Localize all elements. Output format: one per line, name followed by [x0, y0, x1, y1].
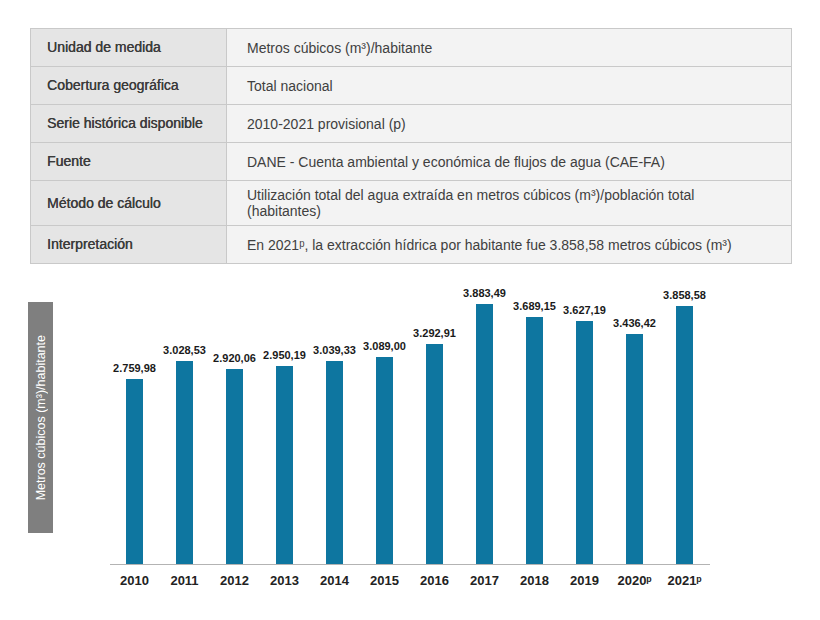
row-label: Cobertura geográfica: [31, 67, 227, 105]
x-axis-tick-label: 2018: [520, 573, 549, 588]
table-row: FuenteDANE - Cuenta ambiental y económic…: [31, 143, 792, 181]
bar-value-label: 3.627,19: [563, 304, 606, 316]
bar-value-label: 3.089,00: [363, 340, 406, 352]
x-axis-tick-label: 2017: [470, 573, 499, 588]
row-label: Serie histórica disponible: [31, 105, 227, 143]
table-row: Cobertura geográficaTotal nacional: [31, 67, 792, 105]
chart-bar: [276, 366, 293, 564]
bar-value-label: 3.883,49: [463, 287, 506, 299]
x-axis-tick-label: 2014: [320, 573, 349, 588]
chart-bar: [376, 357, 393, 564]
row-value: En 2021ᵖ, la extracción hídrica por habi…: [227, 226, 792, 264]
table-row: Método de cálculoUtilización total del a…: [31, 181, 792, 226]
row-value: Utilización total del agua extraída en m…: [227, 181, 792, 226]
metadata-table-body: Unidad de medidaMetros cúbicos (m³)/habi…: [31, 29, 792, 264]
chart-bar: [126, 379, 143, 564]
x-axis-tick-label: 2016: [420, 573, 449, 588]
row-label: Unidad de medida: [31, 29, 227, 67]
bar-value-label: 3.039,33: [313, 344, 356, 356]
x-axis-tick-label: 2011: [170, 573, 198, 588]
bar-value-label: 2.950,19: [263, 349, 306, 361]
row-value: 2010-2021 provisional (p): [227, 105, 792, 143]
y-axis-label: Metros cúbicos (m³)/habitante: [34, 335, 48, 500]
page: Unidad de medidaMetros cúbicos (m³)/habi…: [0, 0, 820, 620]
row-value: Total nacional: [227, 67, 792, 105]
bar-value-label: 3.689,15: [513, 300, 556, 312]
x-axis-tick-label: 2010: [120, 573, 149, 588]
chart-bar: [226, 369, 243, 564]
bar-value-label: 2.759,98: [113, 362, 156, 374]
chart-bar: [526, 317, 543, 564]
row-value: Metros cúbicos (m³)/habitante: [227, 29, 792, 67]
row-label: Método de cálculo: [31, 181, 227, 226]
metadata-table: Unidad de medidaMetros cúbicos (m³)/habi…: [30, 28, 792, 264]
plot-area: 2.759,98 3.028,53 2.920,06 2.950,19 3.039,33…: [110, 305, 710, 565]
x-axis-tick-label: 2015: [370, 573, 399, 588]
chart-bar: [326, 361, 343, 564]
chart-bar: [626, 334, 643, 564]
row-value: DANE - Cuenta ambiental y económica de f…: [227, 143, 792, 181]
chart-bar: [676, 306, 693, 564]
x-axis-tick-label: 2012: [220, 573, 249, 588]
bar-value-label: 3.858,58: [663, 289, 706, 301]
chart-bar: [476, 304, 493, 564]
bar-value-label: 3.436,42: [613, 317, 656, 329]
bar-value-label: 2.920,06: [213, 352, 256, 364]
x-axis-tick-label: 2020ᵖ: [618, 573, 652, 588]
chart-bar: [576, 321, 593, 564]
y-axis-label-bar: Metros cúbicos (m³)/habitante: [28, 302, 53, 533]
row-label: Fuente: [31, 143, 227, 181]
bar-value-label: 3.292,91: [413, 327, 456, 339]
chart-bar: [426, 344, 443, 564]
bar-value-label: 3.028,53: [163, 344, 206, 356]
table-row: Serie histórica disponible2010-2021 prov…: [31, 105, 792, 143]
x-axis-tick-label: 2013: [270, 573, 299, 588]
table-row: InterpretaciónEn 2021ᵖ, la extracción hí…: [31, 226, 792, 264]
chart-bar: [176, 361, 193, 564]
table-row: Unidad de medidaMetros cúbicos (m³)/habi…: [31, 29, 792, 67]
x-axis-tick-label: 2019: [570, 573, 599, 588]
x-axis-tick-label: 2021ᵖ: [668, 573, 702, 588]
x-axis-labels: 2010 2011 2012 2013 2014 2015 2016 2017 2018 2019…: [110, 573, 710, 593]
row-label: Interpretación: [31, 226, 227, 264]
